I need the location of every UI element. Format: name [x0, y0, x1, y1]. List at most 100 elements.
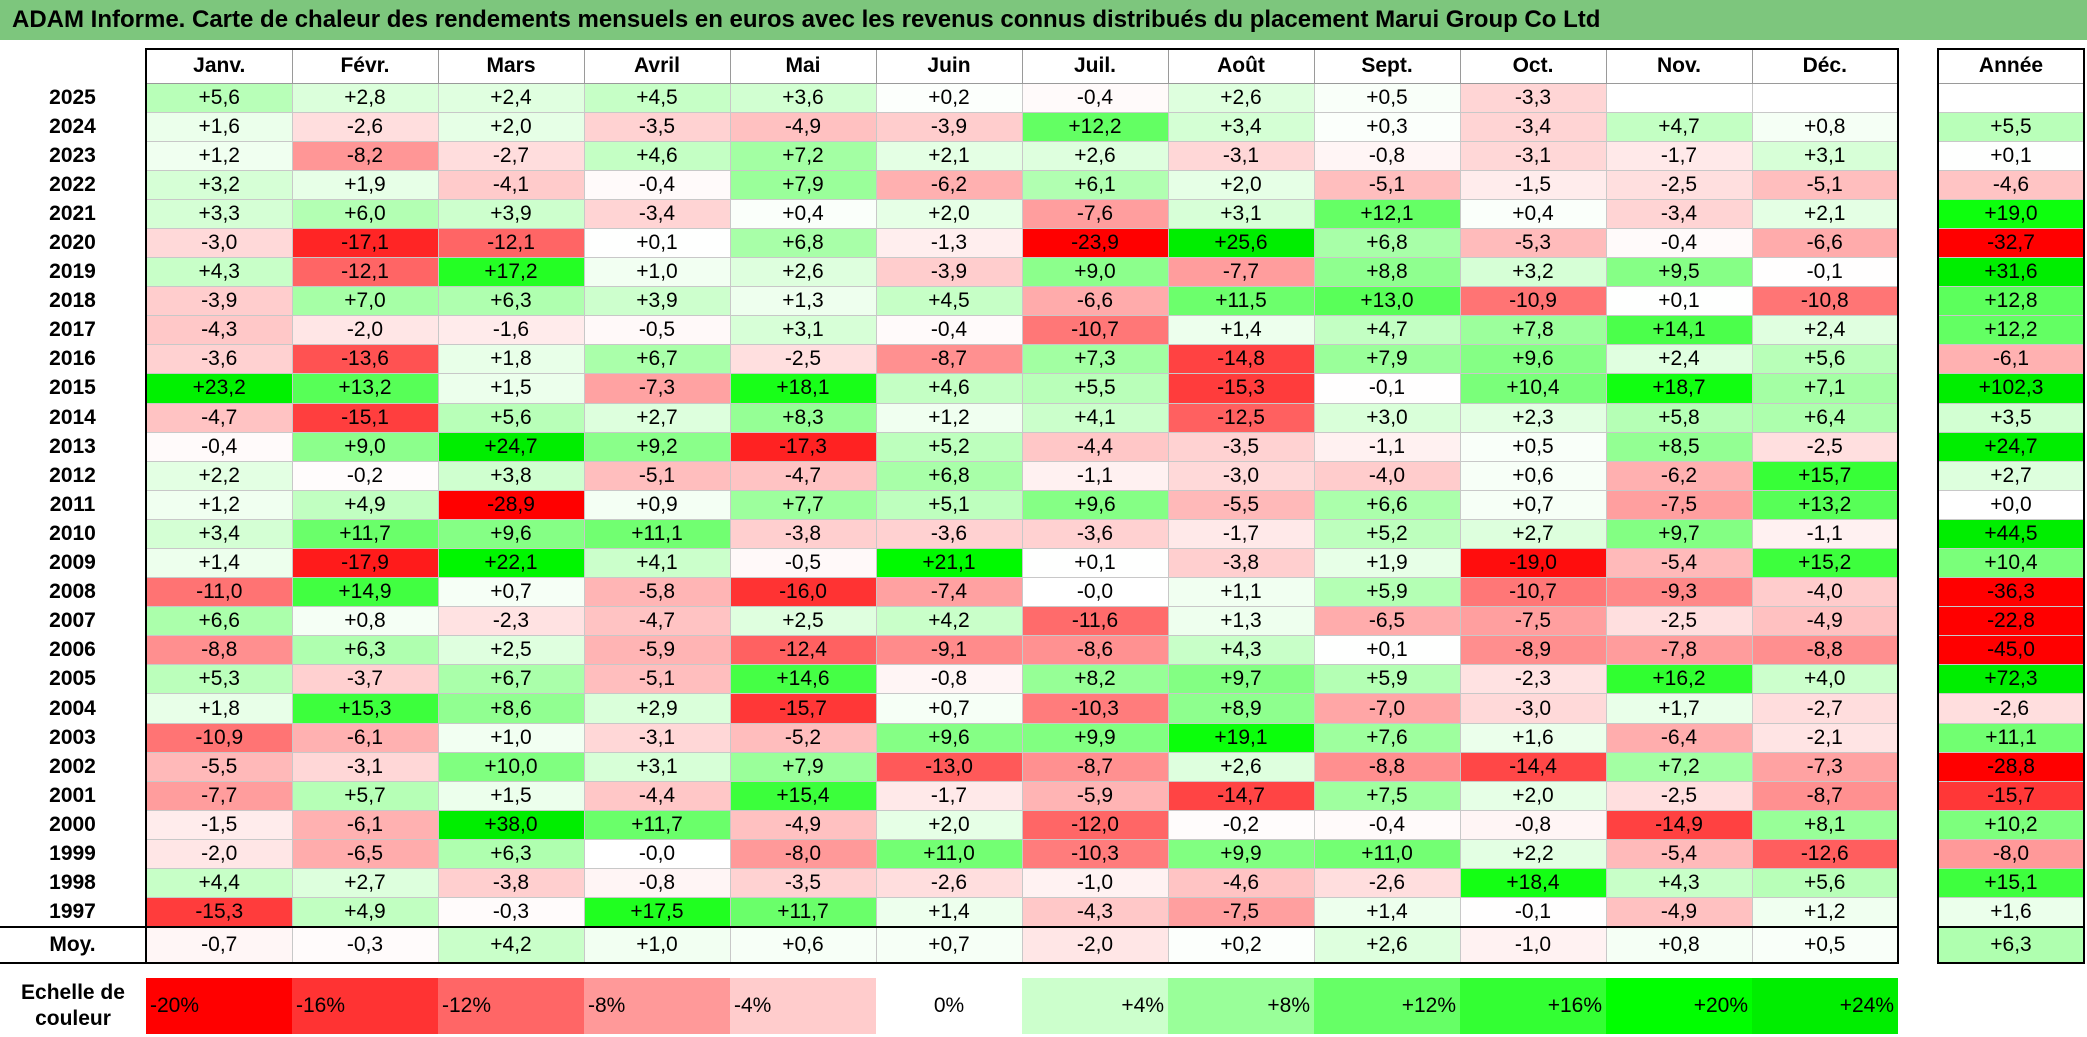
heatmap-cell: +7,9: [1313, 344, 1461, 375]
heatmap-cell: +3,6: [729, 82, 877, 113]
heatmap-cell: -14,8: [1167, 344, 1315, 375]
month-header: Juin: [875, 48, 1023, 84]
heatmap-cell: +9,2: [583, 431, 731, 462]
year-label: 2011: [49, 492, 96, 516]
heatmap-cell: +4,5: [875, 286, 1023, 317]
heatmap-cell: +2,9: [583, 693, 731, 724]
heatmap-cell: -7,5: [1605, 489, 1753, 520]
heatmap-cell: +4,2: [875, 606, 1023, 637]
heatmap-cell: -4,0: [1313, 460, 1461, 491]
annual-cell: +3,5: [1937, 402, 2085, 433]
heatmap-cell: -3,7: [291, 664, 439, 695]
heatmap-cell: -0,0: [1021, 577, 1169, 608]
heatmap-cell: +7,2: [1605, 751, 1753, 782]
heatmap-cell: -0,2: [1167, 809, 1315, 840]
heatmap-cell: -10,7: [1021, 315, 1169, 346]
year-row: 2025 +5,6 +2,8 +2,4 +4,5 +3,6 +0,2 -0,4 +2,6 +0,5…: [0, 82, 1899, 113]
heatmap-cell: -0,1: [1751, 257, 1899, 288]
heatmap-cell: -12,5: [1167, 402, 1315, 433]
corner-cell: [0, 49, 146, 83]
year-label: 2024: [49, 114, 96, 138]
heatmap-cell: +3,8: [437, 460, 585, 491]
heatmap-cell: +2,4: [1751, 315, 1899, 346]
heatmap-cell: +3,0: [1313, 402, 1461, 433]
year-row: 2019 +4,3 -12,1 +17,2 +1,0 +2,6 -3,9 +9,0 -7,7 +8…: [0, 257, 1899, 288]
heatmap-cell: -11,6: [1021, 606, 1169, 637]
heatmap-cell: +9,6: [1021, 489, 1169, 520]
heatmap-cell: -3,8: [437, 868, 585, 899]
average-cell: +2,6: [1313, 925, 1461, 964]
heatmap-cell: -1,1: [1751, 518, 1899, 550]
heatmap-cell: +0,1: [1021, 547, 1169, 579]
heatmap-cell: -2,5: [1751, 431, 1899, 462]
annual-cell: +11,1: [1937, 722, 2085, 753]
heatmap-cell: -3,6: [875, 518, 1023, 550]
year-label: 2021: [49, 201, 96, 225]
year-label: 2013: [49, 434, 96, 458]
heatmap-cell: +4,0: [1751, 664, 1899, 695]
heatmap-cell: +1,6: [1459, 722, 1607, 753]
heatmap-cell: +5,3: [145, 664, 293, 695]
heatmap-cell: +1,3: [729, 286, 877, 317]
average-cell: -2,0: [1021, 925, 1169, 964]
heatmap-cell: -4,3: [1021, 897, 1169, 928]
heatmap-cell: +5,9: [1313, 577, 1461, 608]
heatmap-cell: -3,9: [145, 286, 293, 317]
heatmap-cell: +4,5: [583, 82, 731, 113]
year-row: 2024 +1,6 -2,6 +2,0 -3,5 -4,9 -3,9 +12,2 +3,4 +0,…: [0, 111, 1899, 142]
heatmap-cell: -12,4: [729, 635, 877, 666]
annual-returns-column: Année +5,5 +0,1 -4,6 +19,0 -32,7 +31,6 +12,8 +1…: [1937, 48, 2085, 964]
annual-cell: -45,0: [1937, 635, 2085, 666]
heatmap-cell: +7,9: [729, 169, 877, 200]
average-cell: +4,2: [437, 925, 585, 964]
heatmap-cell: -13,6: [291, 344, 439, 375]
heatmap-cell: -8,7: [1751, 780, 1899, 811]
heatmap-cell: +2,2: [145, 460, 293, 491]
heatmap-cell: -8,7: [1021, 751, 1169, 782]
heatmap-cell: -7,7: [145, 780, 293, 811]
annual-cell: +72,3: [1937, 664, 2085, 695]
heatmap-cell: -4,7: [729, 460, 877, 491]
heatmap-cell: +5,5: [1021, 373, 1169, 404]
color-scale-swatch: +16%: [1460, 978, 1606, 1034]
heatmap-cell: +7,5: [1313, 780, 1461, 811]
heatmap-cell: +2,0: [1459, 780, 1607, 811]
heatmap-cell: -3,9: [875, 111, 1023, 142]
year-label: 2001: [49, 783, 96, 807]
heatmap-cell: +6,3: [437, 286, 585, 317]
color-scale-swatch: +12%: [1314, 978, 1460, 1034]
year-row: 2005 +5,3 -3,7 +6,7 -5,1 +14,6 -0,8 +8,2 +9,7 +5,…: [0, 664, 1899, 695]
heatmap-cell: -0,8: [1313, 140, 1461, 171]
heatmap-cell: -15,7: [729, 693, 877, 724]
heatmap-cell: -5,1: [583, 460, 731, 491]
color-scale-swatch: +24%: [1752, 978, 1898, 1034]
heatmap-cell: +22,1: [437, 547, 585, 579]
month-header: Janv.: [145, 48, 293, 84]
average-cell: -0,7: [145, 925, 293, 964]
color-scale-swatch: +4%: [1022, 978, 1168, 1034]
heatmap-cell: -5,5: [1167, 489, 1315, 520]
year-row: 2020 -3,0 -17,1 -12,1 +0,1 +6,8 -1,3 -23,9 +25,6…: [0, 227, 1899, 259]
heatmap-cell: +12,1: [1313, 198, 1461, 229]
heatmap-cell: +0,9: [583, 489, 731, 520]
heatmap-cell: +3,4: [145, 518, 293, 550]
heatmap-cell: +1,5: [437, 373, 585, 404]
color-scale-swatch: -16%: [292, 978, 438, 1034]
heatmap-cell: +3,2: [145, 169, 293, 200]
heatmap-cell: +5,6: [1751, 868, 1899, 899]
heatmap-cell: +5,7: [291, 780, 439, 811]
heatmap-cell: -3,1: [291, 751, 439, 782]
year-label: 2009: [49, 551, 96, 575]
average-cell: -0,3: [291, 925, 439, 964]
year-row: 2001 -7,7 +5,7 +1,5 -4,4 +15,4 -1,7 -5,9 -14,7 +7…: [0, 780, 1899, 811]
heatmap-cell: +4,3: [1605, 868, 1753, 899]
heatmap-cell: +5,2: [1313, 518, 1461, 550]
heatmap-cell: +6,3: [291, 635, 439, 666]
heatmap-cell: -4,6: [1167, 868, 1315, 899]
month-header: Oct.: [1459, 48, 1607, 84]
heatmap-cell: -10,9: [1459, 286, 1607, 317]
annual-cell: +102,3: [1937, 373, 2085, 404]
heatmap-cell: +4,3: [145, 257, 293, 288]
annual-cell: +15,1: [1937, 868, 2085, 899]
heatmap-cell: +17,2: [437, 257, 585, 288]
